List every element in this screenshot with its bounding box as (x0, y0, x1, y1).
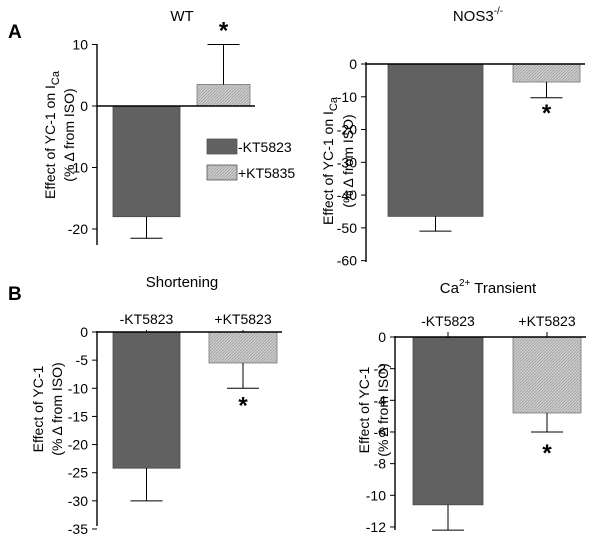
y-tick-label: -25 (68, 465, 88, 481)
y-tick-label: -12 (366, 519, 386, 535)
significance-star: * (542, 440, 552, 467)
chart-title: Shortening (146, 274, 219, 291)
bar (512, 336, 582, 414)
panel-label-b: B (8, 284, 22, 305)
legend-swatch (206, 164, 238, 181)
significance-star: * (542, 100, 552, 127)
y-tick-label: 10 (72, 37, 88, 53)
y-axis-label: (% Δ from ISO) (340, 114, 356, 207)
category-label: +KT5823 (214, 311, 271, 327)
y-axis-label: Effect of YC-1 on ICa (42, 70, 62, 199)
panel-label-a: A (8, 22, 22, 43)
y-tick-label: -5 (76, 352, 89, 368)
chart-ca_transient: Ca2+ Transient Effect of YC-1 (% Δ from IS… (356, 278, 586, 535)
y-tick-label: -30 (68, 493, 88, 509)
y-tick-label: 0 (80, 98, 88, 114)
category-label: -KT5823 (421, 313, 475, 329)
y-tick-label: -10 (366, 487, 386, 503)
bar (112, 331, 181, 469)
legend-swatch (206, 138, 238, 155)
y-axis-label: (% Δ from ISO) (61, 88, 77, 181)
y-tick-label: -50 (337, 220, 357, 236)
y-tick-label: -20 (337, 122, 357, 138)
chart-shortening: Shortening Effect of YC-1 (% Δ from ISO) -K… (30, 274, 282, 537)
chart-title: WT (170, 8, 193, 25)
y-tick-label: -6 (374, 424, 387, 440)
bar (112, 105, 181, 218)
y-tick-label: -10 (68, 380, 88, 396)
legend-label: -KT5823 (238, 139, 292, 155)
y-tick-label: -10 (337, 89, 357, 105)
y-tick-label: -8 (374, 456, 387, 472)
significance-star: * (238, 392, 248, 419)
bar (208, 331, 278, 364)
y-tick-label: -40 (337, 187, 357, 203)
y-axis-label: (% Δ from ISO) (49, 362, 65, 455)
y-tick-label: -20 (68, 437, 88, 453)
chart-title: NOS3-/- (453, 6, 503, 25)
category-label: +KT5823 (518, 313, 575, 329)
y-tick-label: -30 (337, 154, 357, 170)
y-tick-label: -2 (374, 361, 387, 377)
y-axis-label: (% Δ from ISO) (375, 363, 391, 456)
bar (512, 63, 581, 83)
y-axis-label: Effect of YC-1 (356, 366, 372, 453)
chart-title: Ca2+ Transient (440, 278, 537, 297)
y-tick-label: 0 (349, 56, 357, 72)
y-axis-label: Effect of YC-1 on ICa (320, 96, 340, 225)
significance-star: * (219, 18, 229, 45)
y-tick-label: -20 (68, 221, 88, 237)
y-tick-label: -10 (68, 160, 88, 176)
y-tick-label: 0 (80, 324, 88, 340)
y-tick-label: -4 (374, 392, 387, 408)
chart-nos3: NOS3-/- Effect of YC-1 on ICa(% Δ from IS… (320, 6, 585, 269)
bar (387, 63, 484, 217)
y-tick-label: -35 (68, 521, 88, 537)
y-axis-label: Effect of YC-1 (30, 365, 46, 452)
category-label: -KT5823 (120, 311, 174, 327)
bar (196, 84, 251, 107)
y-tick-label: -60 (337, 253, 357, 269)
legend-label: +KT5835 (238, 165, 295, 181)
y-tick-label: 0 (378, 329, 386, 345)
bar (412, 336, 484, 506)
chart-wt: WT Effect of YC-1 on ICa(% Δ from ISO) * 10… (42, 8, 295, 245)
y-tick-label: -15 (68, 408, 88, 424)
